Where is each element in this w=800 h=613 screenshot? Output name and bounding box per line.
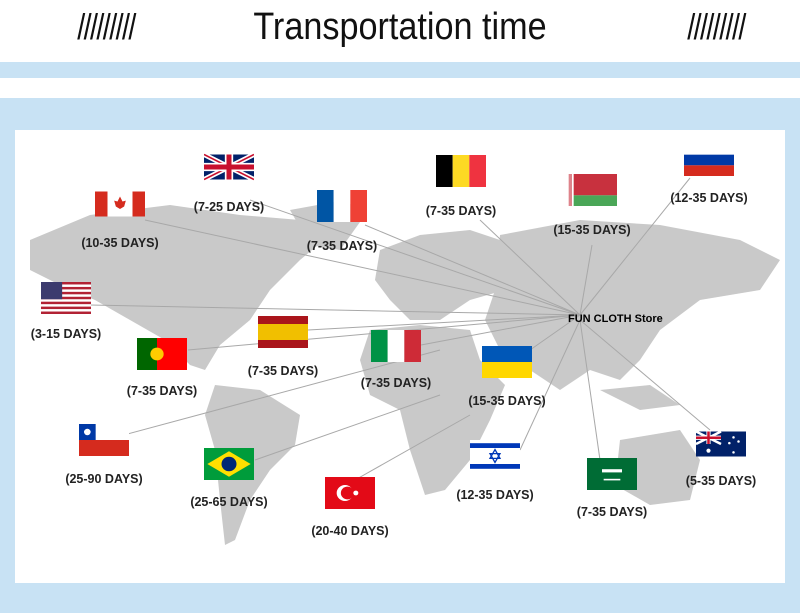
spain-days-label: (7-35 DAYS) <box>247 364 319 378</box>
italy-flag-icon <box>371 330 421 362</box>
usa-flag-icon <box>41 282 91 314</box>
france-flag-icon <box>317 190 367 222</box>
header: ///////// Transportation time ///////// <box>0 0 800 62</box>
connector-lines <box>89 177 711 481</box>
chile-days-label: (25-90 DAYS) <box>65 472 143 486</box>
brazil-days-label: (25-65 DAYS) <box>190 495 268 509</box>
turkey-days-label: (20-40 DAYS) <box>311 524 389 538</box>
israel-days-label: (12-35 DAYS) <box>456 488 534 502</box>
australia-days-label: (5-35 DAYS) <box>685 474 757 488</box>
north-america <box>30 205 330 370</box>
spain-flag-icon <box>258 316 308 348</box>
russia-flag-icon <box>684 144 734 176</box>
ukraine-days-label: (15-35 DAYS) <box>468 394 546 408</box>
russia-days-label: (12-35 DAYS) <box>670 191 748 205</box>
saudi-arabia-flag-icon <box>587 458 637 490</box>
divider-band <box>0 62 800 78</box>
left-decoration: ///////// <box>77 6 136 47</box>
belgium-flag-icon <box>436 155 486 187</box>
australia-flag-icon <box>696 428 746 460</box>
canada-days-label: (10-35 DAYS) <box>81 236 159 250</box>
southeast-asia <box>600 385 680 410</box>
belgium-days-label: (7-35 DAYS) <box>425 204 497 218</box>
uk-days-label: (7-25 DAYS) <box>193 200 265 214</box>
asia <box>485 220 780 390</box>
brazil-flag-icon <box>204 448 254 480</box>
africa <box>360 325 505 495</box>
right-decoration: ///////// <box>687 6 746 47</box>
canada-flag-icon <box>95 188 145 220</box>
israel-flag-icon <box>470 440 520 472</box>
italy-days-label: (7-35 DAYS) <box>360 376 432 390</box>
belarus-days-label: (15-35 DAYS) <box>553 223 631 237</box>
usa-days-label: (3-15 DAYS) <box>30 327 102 341</box>
ukraine-flag-icon <box>482 346 532 378</box>
belarus-flag-icon <box>567 174 617 206</box>
portugal-flag-icon <box>137 338 187 370</box>
turkey-flag-icon <box>325 477 375 509</box>
uk-flag-icon <box>204 151 254 183</box>
continents <box>30 200 780 545</box>
page-title: Transportation time <box>253 6 547 48</box>
saudi-arabia-days-label: (7-35 DAYS) <box>576 505 648 519</box>
europe <box>375 230 505 320</box>
portugal-days-label: (7-35 DAYS) <box>126 384 198 398</box>
france-days-label: (7-35 DAYS) <box>306 239 378 253</box>
store-hub-label: FUN CLOTH Store <box>568 313 663 325</box>
chile-flag-icon <box>79 424 129 456</box>
